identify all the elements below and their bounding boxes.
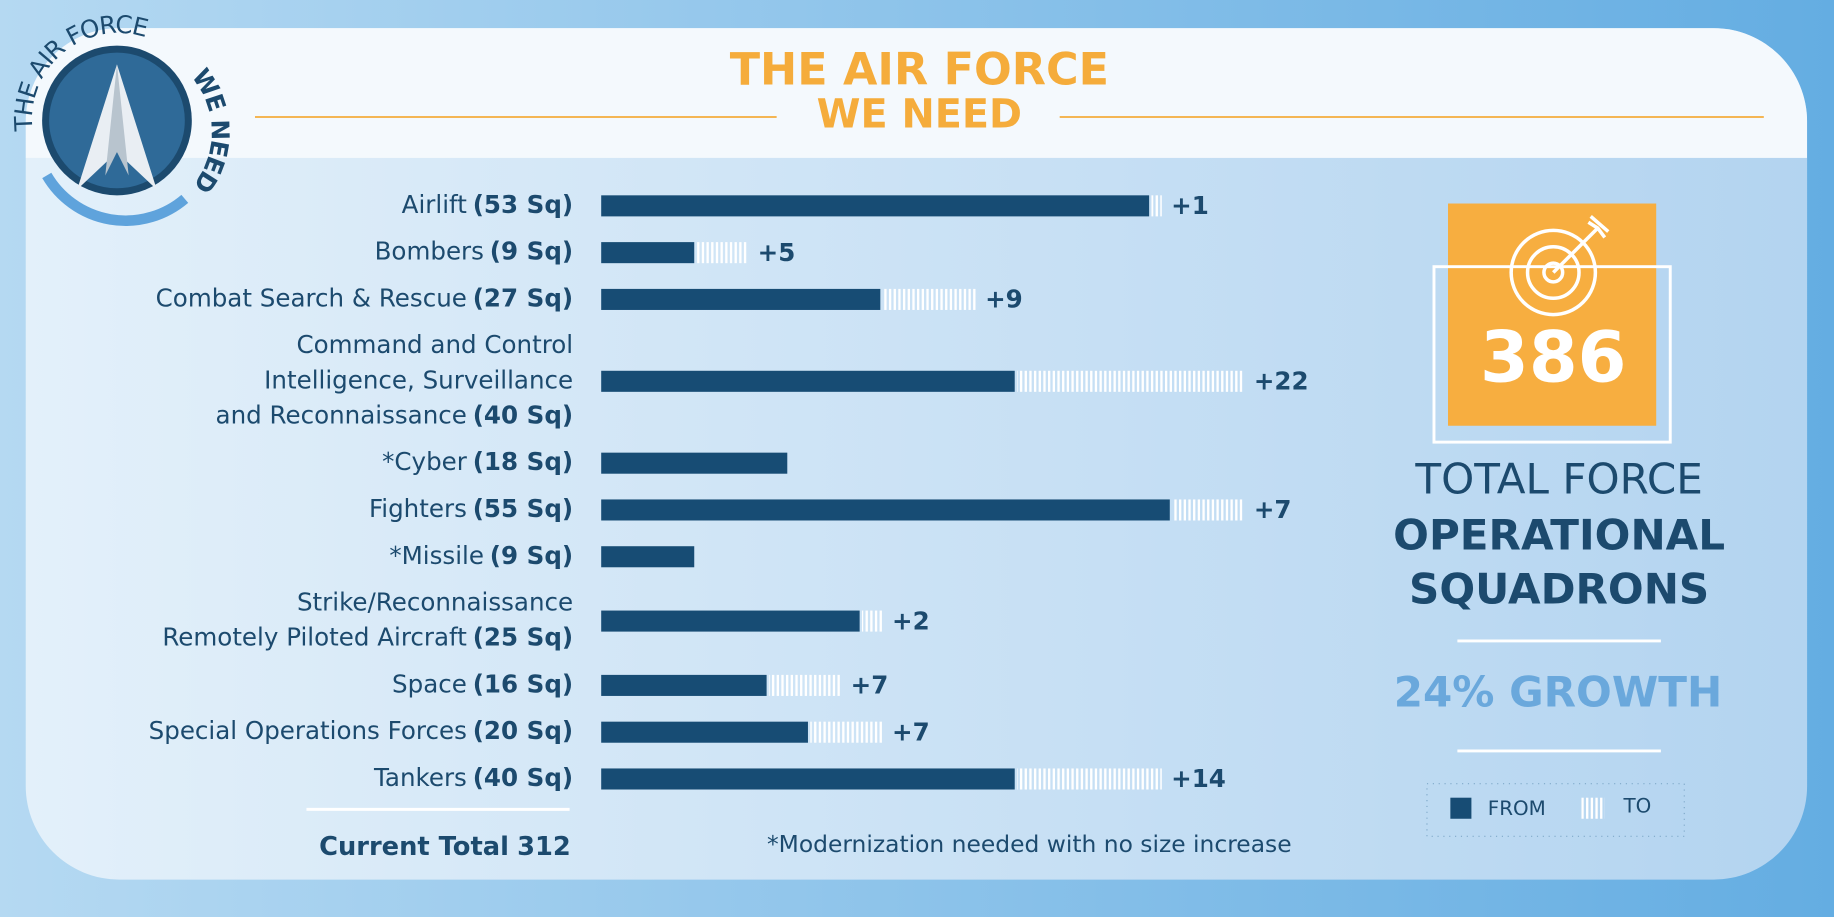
category-label: Strike/Reconnaissance Remotely Piloted Ai… xyxy=(162,588,573,652)
header-band xyxy=(25,28,1808,158)
increase-label: +1 xyxy=(1171,191,1209,220)
increase-label: +5 xyxy=(758,238,796,267)
category-label: Space (16 Sq) xyxy=(392,669,573,698)
increase-label: +2 xyxy=(892,606,930,635)
current-total-label: Current Total xyxy=(319,831,509,861)
target-label: OPERATIONAL xyxy=(1393,511,1725,560)
squadron-count: (55 Sq) xyxy=(473,494,573,523)
squadron-count: (9 Sq) xyxy=(490,541,573,570)
category-label: Special Operations Forces (20 Sq) xyxy=(149,716,573,745)
panel xyxy=(25,28,1808,880)
increase-label: +7 xyxy=(851,671,889,700)
bar-from xyxy=(601,546,695,568)
squadron-count: (27 Sq) xyxy=(473,283,573,312)
bar-to xyxy=(696,242,749,264)
squadron-count: (20 Sq) xyxy=(473,716,573,745)
squadron-count: (16 Sq) xyxy=(473,669,573,698)
target-label: TOTAL FORCE xyxy=(1414,454,1702,503)
category-label: Tankers (40 Sq) xyxy=(373,763,573,792)
current-total: Current Total 312 xyxy=(319,831,571,861)
bar-from xyxy=(601,499,1170,521)
bar-to xyxy=(1017,370,1245,392)
bar-to xyxy=(861,610,883,632)
squadron-count: (53 Sq) xyxy=(473,190,573,219)
category-line: Strike/Reconnaissance xyxy=(297,588,573,617)
category-line: Tankers xyxy=(373,763,467,792)
category-label: *Missile (9 Sq) xyxy=(389,541,573,570)
category-line: and Reconnaissance xyxy=(216,400,467,429)
category-line: *Missile xyxy=(389,541,484,570)
category-label: Fighters (55 Sq) xyxy=(369,494,573,523)
bar-to xyxy=(882,288,976,310)
increase-label: +7 xyxy=(892,717,930,746)
category-label: Bombers (9 Sq) xyxy=(375,237,574,266)
bar-from xyxy=(601,242,695,264)
title: THE AIR FORCE xyxy=(730,45,1109,96)
category-line: Special Operations Forces xyxy=(149,716,467,745)
target-frame xyxy=(1432,265,1672,444)
bar-from xyxy=(601,674,767,696)
bar-from xyxy=(601,721,808,743)
category-label: Command and Control Intelligence, Surveil… xyxy=(216,330,574,429)
logo-arrow xyxy=(105,64,129,176)
legend-label: TO xyxy=(1622,795,1651,818)
footnote: *Modernization needed with no size incre… xyxy=(767,830,1292,858)
squadron-count: (25 Sq) xyxy=(473,623,573,652)
bar-to xyxy=(1151,195,1162,217)
bar-from xyxy=(601,370,1015,392)
bar-to xyxy=(1172,499,1245,521)
category-line: Bombers xyxy=(375,237,484,266)
bar-from xyxy=(601,610,860,632)
squadron-count: (18 Sq) xyxy=(473,447,573,476)
category-line: Fighters xyxy=(369,494,467,523)
bar-from xyxy=(601,768,1015,790)
target-label: SQUADRONS xyxy=(1409,564,1709,613)
increase-label: +7 xyxy=(1254,495,1292,524)
logo-ring xyxy=(42,172,189,226)
legend: FROM TO xyxy=(1450,795,1651,820)
bar-from xyxy=(601,288,881,310)
category-line: Airlift xyxy=(402,190,468,219)
category-line: Intelligence, Surveillance xyxy=(264,365,573,394)
bar-to xyxy=(810,721,883,743)
bar-to xyxy=(768,674,842,696)
bar-to xyxy=(1017,768,1162,790)
category-label: *Cyber (18 Sq) xyxy=(382,447,573,476)
growth: 24% GROWTH xyxy=(1394,667,1723,716)
target-icon xyxy=(1509,215,1610,317)
current-total-value: 312 xyxy=(517,831,571,861)
legend-swatch xyxy=(1450,797,1472,819)
category-line: Remotely Piloted Aircraft xyxy=(162,623,467,652)
category-line: *Cyber xyxy=(382,447,468,476)
legend-frame xyxy=(1426,783,1685,837)
increase-label: +14 xyxy=(1171,764,1226,793)
legend-label: FROM xyxy=(1488,797,1546,820)
category-line: Command and Control xyxy=(296,330,573,359)
bar-from xyxy=(601,195,1150,217)
increase-label: +9 xyxy=(985,285,1023,314)
category-line: Combat Search & Rescue xyxy=(156,283,467,312)
squadron-count: (9 Sq) xyxy=(490,237,573,266)
legend-swatch xyxy=(1581,797,1605,819)
squadron-count: (40 Sq) xyxy=(473,400,573,429)
title: WE NEED xyxy=(817,91,1022,137)
category-label: Airlift (53 Sq) xyxy=(402,190,573,219)
category-line: Space xyxy=(392,669,467,698)
category-label: Combat Search & Rescue (27 Sq) xyxy=(156,283,573,312)
increase-label: +22 xyxy=(1254,366,1309,395)
target-total: 386 xyxy=(1480,317,1626,399)
bar-from xyxy=(601,452,788,474)
squadron-count: (40 Sq) xyxy=(473,763,573,792)
